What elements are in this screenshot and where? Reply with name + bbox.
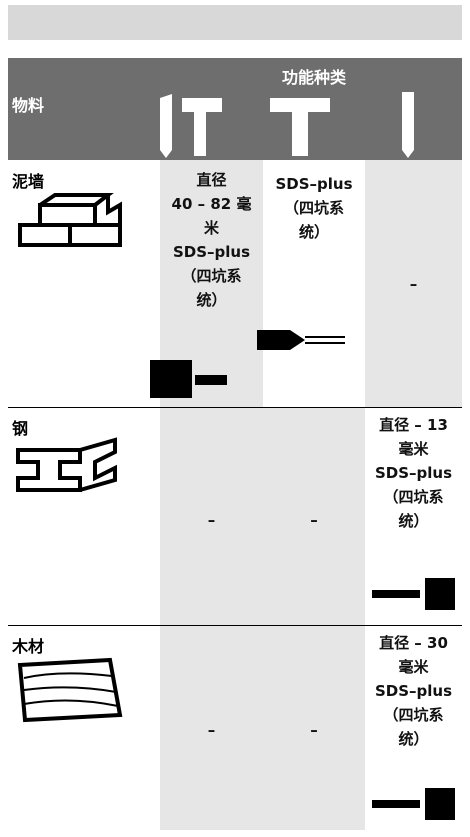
cell-line: （四坑系 (383, 706, 444, 724)
cell-line: – (207, 721, 216, 739)
tool-icon (150, 330, 455, 820)
cell-line: 毫米 (398, 658, 429, 676)
group-title: 功能种类 (281, 68, 346, 87)
cell-line: 统） (398, 512, 429, 530)
top-bar (8, 5, 462, 40)
material-label: 物料 (12, 96, 45, 115)
cell-line: 统） (398, 730, 429, 748)
cell-line: 直径 – 13 (379, 416, 448, 434)
cell: – (263, 718, 365, 742)
column-shade (263, 407, 365, 830)
cell: – (160, 508, 263, 532)
cell-line: 40 – 82 毫 (171, 195, 252, 213)
header-icon (160, 92, 414, 158)
row-divider (8, 625, 462, 626)
cell-line: SDS–plus (275, 175, 353, 193)
wood-icon (17, 657, 123, 723)
cell-line: 毫米 (398, 440, 429, 458)
cell-line: – (409, 275, 418, 293)
material: 泥墙 (12, 172, 45, 191)
cell-line: SDS–plus (374, 464, 453, 482)
row-divider (8, 407, 462, 408)
cell-line: 统） (196, 291, 227, 309)
cell: – (160, 718, 263, 742)
steel-icon (16, 437, 117, 492)
material: 木材 (12, 637, 45, 656)
cell-line: （四坑系 (181, 267, 242, 285)
cell: – (263, 508, 365, 532)
column-shade (365, 160, 462, 407)
column-shade (160, 160, 263, 830)
cell-line: 米 (203, 219, 219, 237)
cell: – (365, 272, 462, 296)
cell-line: – (310, 511, 318, 529)
cell: SDS–plus （四坑系统） (263, 172, 365, 244)
header-row (8, 58, 462, 160)
cell: 直径 – 13 毫米 SDS–plus （四坑系统） (365, 413, 462, 533)
cell-line: 直径 (196, 171, 227, 189)
material: 钢 (12, 419, 29, 438)
cell-line: SDS–plus (172, 243, 251, 261)
cell-line: 统） (298, 223, 329, 241)
cell-line: （四坑系 (383, 488, 444, 506)
cell-line: – (310, 721, 318, 739)
cell-line: SDS–plus (374, 682, 453, 700)
cell: 直径 – 30 毫米 SDS–plus （四坑系统） (365, 631, 462, 751)
brick-icon (18, 193, 122, 247)
cell-line: （四坑系 (283, 199, 344, 217)
cell: 直径 40 – 82 毫米 SDS–plus （四坑系统） (160, 168, 263, 312)
cell-line: – (207, 511, 216, 529)
cell-line: 直径 – 30 (379, 634, 448, 652)
